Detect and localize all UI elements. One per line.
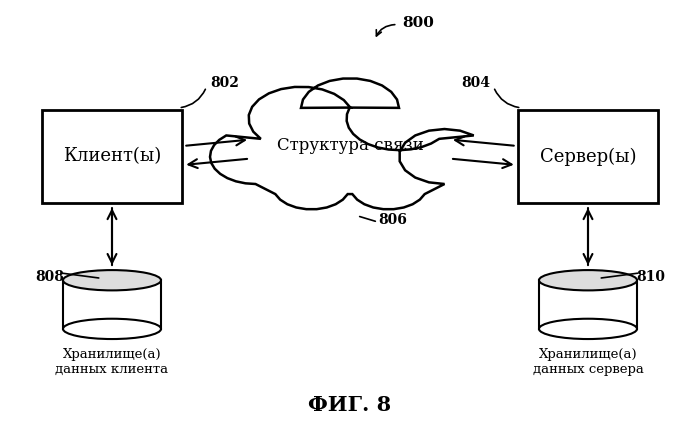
Text: 806: 806 — [378, 213, 407, 227]
Bar — [518, 110, 658, 203]
Text: 804: 804 — [461, 76, 490, 90]
Bar — [63, 329, 161, 339]
Text: 810: 810 — [636, 270, 665, 284]
Bar — [42, 110, 182, 203]
Bar — [539, 280, 637, 329]
Text: ФИГ. 8: ФИГ. 8 — [309, 395, 391, 415]
Text: Сервер(ы): Сервер(ы) — [540, 147, 636, 166]
Text: 800: 800 — [402, 16, 435, 30]
Text: Хранилище(а)
данных сервера: Хранилище(а) данных сервера — [533, 348, 643, 376]
Text: Клиент(ы): Клиент(ы) — [63, 148, 161, 165]
Text: Структура связи: Структура связи — [276, 137, 424, 154]
Bar — [539, 329, 637, 339]
Text: 808: 808 — [35, 270, 64, 284]
Polygon shape — [210, 79, 474, 209]
Ellipse shape — [63, 270, 161, 291]
Ellipse shape — [63, 319, 161, 339]
Bar — [63, 280, 161, 329]
Ellipse shape — [539, 270, 637, 291]
Ellipse shape — [539, 319, 637, 339]
Text: 802: 802 — [210, 76, 239, 90]
Text: Хранилище(а)
данных клиента: Хранилище(а) данных клиента — [55, 348, 169, 376]
